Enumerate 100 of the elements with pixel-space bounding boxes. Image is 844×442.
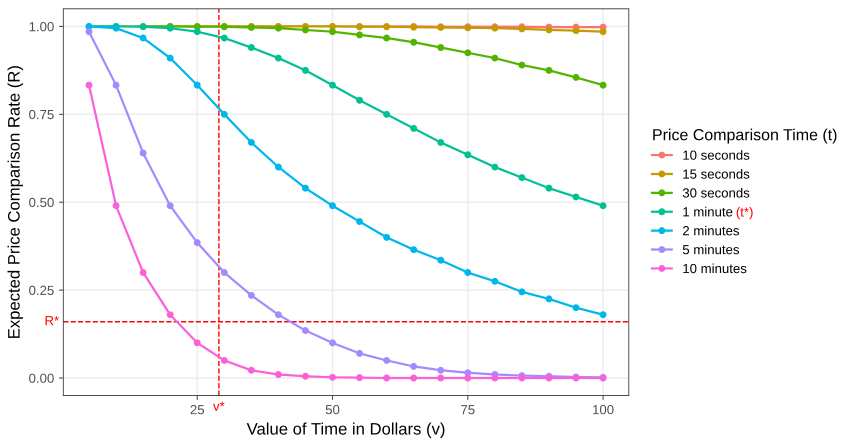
point xyxy=(329,82,336,89)
point xyxy=(410,374,418,382)
point xyxy=(302,327,309,334)
point xyxy=(518,62,526,69)
point xyxy=(491,278,498,285)
point xyxy=(545,295,552,302)
legend-label: 30 seconds xyxy=(682,188,750,198)
point xyxy=(140,34,147,42)
x-tick-label: 75 xyxy=(461,405,475,414)
point xyxy=(410,124,418,132)
point xyxy=(356,374,364,382)
legend-label: 1 minute xyxy=(683,206,732,216)
point xyxy=(600,311,607,318)
legend-label: 15 seconds xyxy=(683,169,750,179)
point xyxy=(302,26,309,34)
point xyxy=(140,269,147,276)
point xyxy=(437,256,444,264)
point xyxy=(274,164,282,171)
point xyxy=(274,371,282,378)
point xyxy=(220,356,228,364)
point xyxy=(329,28,336,36)
point xyxy=(302,184,309,192)
ref-line-label: v* xyxy=(213,402,225,411)
point xyxy=(437,44,444,51)
x-tick-label: 100 xyxy=(593,404,614,414)
point xyxy=(248,366,255,374)
point xyxy=(518,174,526,182)
x-tick-label: 25 xyxy=(190,404,204,414)
point xyxy=(410,246,418,254)
point xyxy=(572,304,580,312)
point xyxy=(518,374,526,382)
point xyxy=(274,54,282,62)
point xyxy=(437,366,444,374)
point xyxy=(545,66,552,74)
point xyxy=(464,49,472,56)
point xyxy=(356,96,364,104)
point xyxy=(86,82,92,89)
point xyxy=(274,311,282,318)
point xyxy=(302,372,309,380)
point xyxy=(112,82,120,89)
point xyxy=(572,193,580,200)
point xyxy=(194,82,201,89)
point xyxy=(572,74,580,81)
y-tick-label: 0.25 xyxy=(29,286,54,296)
point xyxy=(86,28,92,36)
point xyxy=(410,362,418,370)
y-tick-label: 0.00 xyxy=(29,374,54,383)
text: (t*) xyxy=(736,206,753,220)
point xyxy=(491,164,498,171)
point xyxy=(220,110,228,118)
point xyxy=(383,34,390,42)
point xyxy=(166,54,174,62)
point xyxy=(437,138,444,146)
point xyxy=(194,239,201,246)
point xyxy=(572,27,580,34)
point xyxy=(437,374,444,382)
point xyxy=(248,138,255,146)
point xyxy=(600,202,607,210)
point xyxy=(464,374,472,382)
point xyxy=(194,28,201,36)
point xyxy=(220,34,228,42)
point xyxy=(410,38,418,46)
y-tick-label: 0.75 xyxy=(29,110,54,120)
point xyxy=(464,151,472,158)
point xyxy=(356,31,364,38)
point xyxy=(383,374,390,382)
x-axis-title: Value of Time in Dollars (v) xyxy=(246,422,444,438)
legend-label: 2 minutes xyxy=(682,226,740,236)
point xyxy=(329,374,336,381)
point xyxy=(112,202,120,210)
point xyxy=(383,110,390,118)
point xyxy=(140,150,147,156)
y-tick-label: 0.50 xyxy=(29,198,54,208)
y-axis-title: Expected Price Comparison Rate (R) xyxy=(8,66,24,338)
point xyxy=(545,26,552,34)
point xyxy=(302,66,309,74)
point xyxy=(600,28,607,36)
point xyxy=(491,374,498,382)
point xyxy=(356,218,364,226)
legend-label: 5 minutes xyxy=(682,244,740,254)
point xyxy=(166,311,174,318)
legend-title: Price Comparison Time (t) xyxy=(653,128,836,144)
point xyxy=(356,350,364,357)
point xyxy=(329,202,336,210)
y-tick-label: 1.00 xyxy=(30,22,54,32)
legend-label: 10 minutes xyxy=(683,264,746,274)
x-tick-label: 50 xyxy=(326,404,340,414)
point xyxy=(545,184,552,192)
point xyxy=(248,292,255,299)
point xyxy=(194,339,201,346)
point xyxy=(383,356,390,364)
point xyxy=(600,82,607,89)
point xyxy=(383,234,390,241)
point xyxy=(166,202,174,210)
ref-line-label: R* xyxy=(46,316,59,326)
point xyxy=(464,269,472,276)
point xyxy=(518,288,526,296)
point xyxy=(220,269,228,276)
point xyxy=(248,44,255,51)
point xyxy=(329,339,336,346)
